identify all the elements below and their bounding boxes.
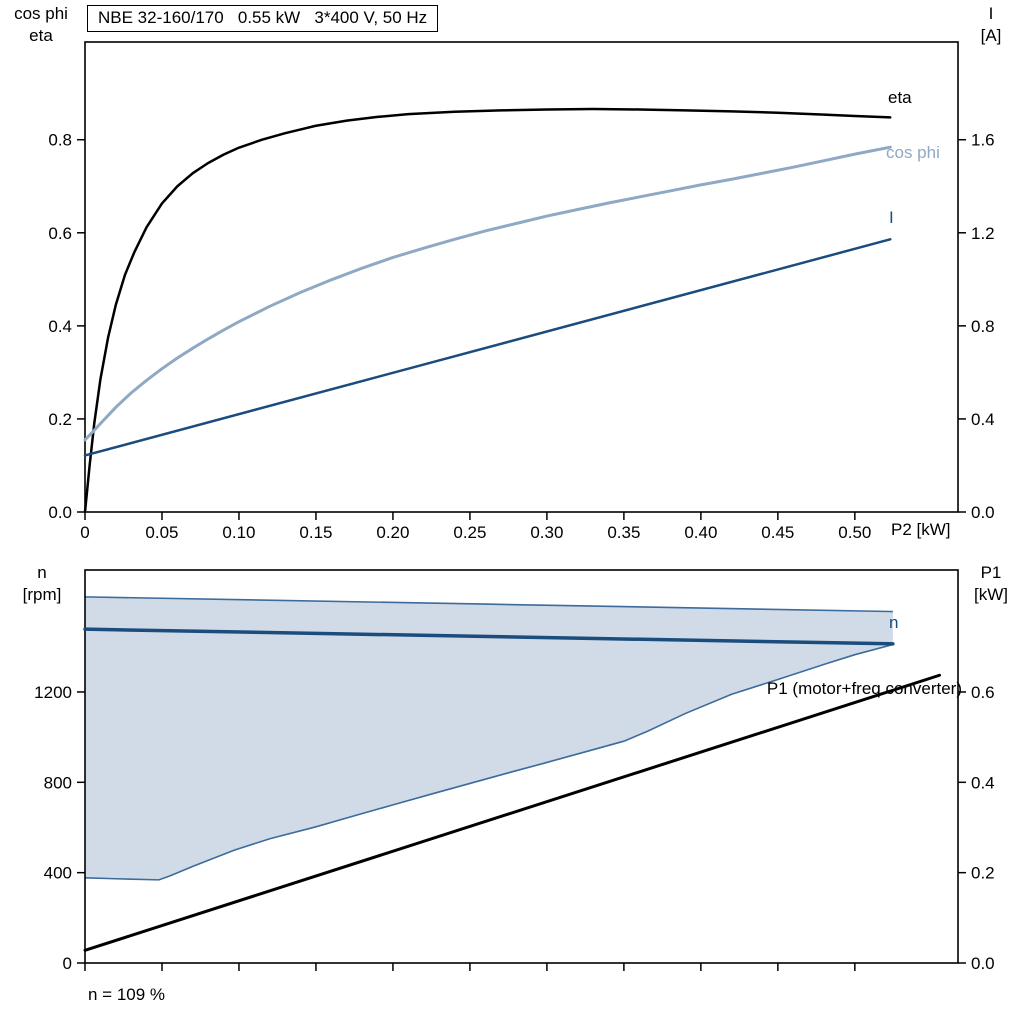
tick-label: 0.25 — [453, 523, 486, 542]
axis-label-p1-unit: [kW] — [974, 585, 1008, 604]
axis-label-speed: n — [37, 563, 47, 582]
axis-label-cosphi: cos phi — [14, 4, 68, 23]
tick-label: 400 — [44, 864, 72, 883]
curve-label-current: I — [889, 208, 894, 227]
axis-label-speed-unit: [rpm] — [22, 585, 62, 604]
plot-frame — [84, 569, 959, 964]
axis-label-p1: P1 — [980, 563, 1002, 582]
tick-label: 0.6 — [48, 224, 72, 243]
tick-label: 0.2 — [971, 864, 995, 883]
bottom-right-axis-label: P1 [kW] — [960, 562, 1022, 606]
operating-range-boundary — [84, 643, 894, 881]
curve-label-cos-phi: cos phi — [886, 143, 940, 162]
bottom-left-axis-label: n [rpm] — [2, 562, 82, 606]
tick-label: 0.0 — [48, 503, 72, 522]
x-axis-label: P2 [kW] — [891, 520, 951, 539]
top-right-axis-label: I [A] — [960, 3, 1022, 47]
curve-label-speed: n — [889, 613, 899, 632]
tick-label: 0.4 — [971, 773, 995, 792]
axis-label-eta: eta — [29, 26, 53, 45]
axis-label-current: I — [988, 4, 994, 23]
tick-label: 1.6 — [971, 131, 995, 150]
series-n — [83, 627, 895, 646]
axis-label-current-unit: [A] — [980, 26, 1002, 45]
tick-label: 0.05 — [145, 523, 178, 542]
tick-label: 0.45 — [761, 523, 794, 542]
tick-label: 1.2 — [971, 224, 995, 243]
series-eta — [83, 107, 892, 514]
tick-label: 0.4 — [48, 317, 72, 336]
series-i — [83, 238, 892, 457]
tick-label: 0 — [63, 954, 72, 973]
top-left-axis-label: cos phi eta — [0, 3, 82, 47]
tick-label: 1200 — [34, 683, 72, 702]
tick-label: 0.20 — [376, 523, 409, 542]
tick-label: 0.6 — [971, 683, 995, 702]
tick-label: 0.8 — [971, 317, 995, 336]
speed-percentage-annotation: n = 109 % — [88, 985, 166, 1004]
chart-title: NBE 32-160/170 0.55 kW 3*400 V, 50 Hz — [87, 5, 439, 32]
tick-label: 0.35 — [607, 523, 640, 542]
tick-label: 0.2 — [48, 410, 72, 429]
tick-label: 0.50 — [838, 523, 871, 542]
series-p1-motor-freq-converter- — [83, 673, 942, 952]
tick-label: 0.30 — [530, 523, 563, 542]
curve-label-p1: P1 (motor+freq.converter) — [766, 679, 962, 698]
curve-label-eta: eta — [888, 88, 912, 107]
tick-label: 0.0 — [971, 954, 995, 973]
tick-label: 0.8 — [48, 131, 72, 150]
operating-range-boundary — [84, 596, 893, 613]
tick-label: 0.15 — [299, 523, 332, 542]
tick-label: 0.4 — [971, 410, 995, 429]
tick-label: 0 — [80, 523, 89, 542]
series-cos-phi — [83, 145, 892, 442]
tick-label: 0.0 — [971, 503, 995, 522]
operating-range-fill — [85, 596, 893, 880]
tick-label: 0.40 — [684, 523, 717, 542]
tick-label: 0.10 — [222, 523, 255, 542]
plot-frame — [84, 41, 959, 513]
tick-label: 800 — [44, 773, 72, 792]
